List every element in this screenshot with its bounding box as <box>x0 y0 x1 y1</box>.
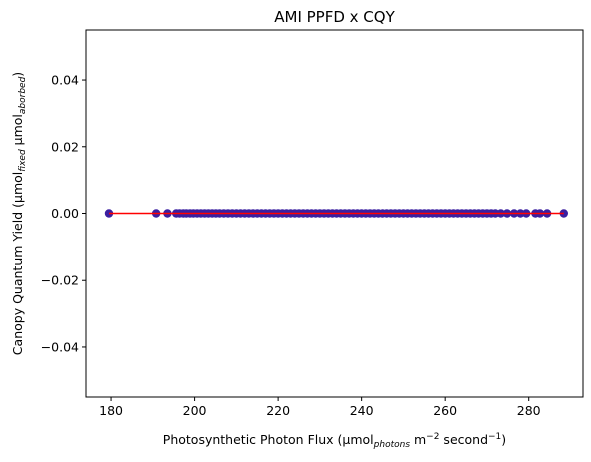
y-axis-label-unit: µmol <box>10 114 25 149</box>
y-axis-label-subscript-1: fixed <box>18 149 28 172</box>
x-tick-label: 200 <box>183 403 207 418</box>
x-axis-label-prefix: Photosynthetic Photon Flux (µmol <box>163 432 374 447</box>
x-axis: 180 200 220 240 260 280 <box>99 397 541 418</box>
data-point <box>559 209 568 218</box>
x-tick-label: 220 <box>266 403 290 418</box>
x-tick-label: 260 <box>433 403 457 418</box>
x-axis-label-superscript-2: −1 <box>488 432 501 442</box>
plot-area <box>104 209 568 218</box>
y-axis-label-suffix: ) <box>10 72 25 77</box>
x-axis-label-subscript: photons <box>373 440 411 450</box>
x-axis-label: Photosynthetic Photon Flux (µmolphotons … <box>163 432 506 450</box>
x-tick-label: 280 <box>517 403 541 418</box>
x-axis-label-unit-m: m <box>410 432 426 447</box>
data-point <box>104 209 114 218</box>
y-tick-label: −0.02 <box>41 273 79 288</box>
x-axis-label-unit-second: second <box>439 432 488 447</box>
y-axis: 0.04 0.02 0.00 −0.02 −0.04 <box>41 73 86 354</box>
y-tick-label: 0.04 <box>51 73 79 88</box>
y-tick-label: 0.02 <box>51 139 79 154</box>
y-axis-label-subscript-2: aborbed <box>18 76 28 114</box>
y-tick-label: −0.04 <box>41 339 79 354</box>
x-axis-label-suffix: ) <box>501 432 506 447</box>
x-tick-label: 180 <box>99 403 123 418</box>
chart-title: AMI PPFD x CQY <box>274 8 395 26</box>
y-tick-label: 0.00 <box>51 206 79 221</box>
y-axis-label: Canopy Quantum Yield (µmolfixed µmolabor… <box>10 72 28 355</box>
x-tick-label: 240 <box>350 403 374 418</box>
y-axis-label-prefix: Canopy Quantum Yield (µmol <box>10 172 25 355</box>
x-axis-label-superscript-1: −2 <box>426 432 439 442</box>
